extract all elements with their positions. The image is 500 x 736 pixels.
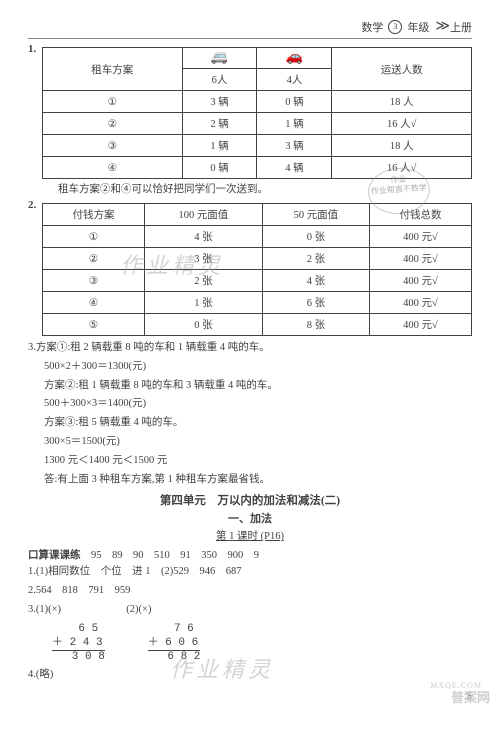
question-number-1: 1. — [28, 43, 42, 55]
table-row: ①3 辆0 辆18 人 — [43, 91, 472, 113]
table-row: 付钱方案 100 元面值 50 元面值 付钱总数 — [43, 204, 472, 226]
footer-url: MXQE.COM — [430, 681, 482, 690]
lesson-title: 第 1 课时 (P16) — [28, 528, 472, 543]
table-row: ③2 张4 张400 元√ — [43, 270, 472, 292]
rental-table: 租车方案 🚐 🚗 运送人数 6人 4人 ①3 辆0 辆18 人 ②2 辆1 辆1… — [42, 47, 472, 179]
grade-suffix: 年级 — [407, 19, 429, 35]
col-header: 付钱方案 — [43, 204, 145, 226]
table-row: ④1 张6 张400 元√ — [43, 292, 472, 314]
table-row: ②2 辆1 辆16 人√ — [43, 113, 472, 135]
col-header: 50 元面值 — [262, 204, 369, 226]
table1-note: 租车方案②和④可以恰好把同学们一次送到。 — [58, 181, 472, 196]
item-1: 1.(1)相同数位 个位 进 1 (2)529 946 687 — [28, 564, 472, 581]
item-3: 3.(1)(×) (2)(×) — [28, 602, 472, 619]
item-3b: (2)(×) — [126, 604, 151, 615]
van-icon: 🚐 — [211, 50, 228, 65]
q3-line: 3.方案①:租 2 辆载重 8 吨的车和 1 辆载重 4 吨的车。 — [28, 340, 472, 357]
table-row: ④0 辆4 辆16 人√ — [43, 157, 472, 179]
capacity-cell: 6人 — [182, 69, 257, 91]
table-row: ③1 辆3 辆18 人 — [43, 135, 472, 157]
col-header: 付钱总数 — [370, 204, 472, 226]
table-row: 租车方案 🚐 🚗 运送人数 — [43, 48, 472, 69]
unit-subtitle: 一、加法 — [28, 510, 472, 526]
q3-line: 方案②:租 1 辆载重 8 吨的车和 3 辆载重 4 吨的车。 — [44, 378, 472, 395]
book-volume: 上册 — [450, 19, 472, 35]
unit-title: 第四单元 万以内的加法和减法(二) — [28, 492, 472, 508]
grade-badge: 3 — [388, 20, 402, 34]
table-row: ①4 张0 张400 元√ — [43, 226, 472, 248]
col-header: 租车方案 — [43, 48, 183, 91]
col-header: 100 元面值 — [145, 204, 263, 226]
car-icon: 🚗 — [286, 50, 303, 65]
capacity-cell: 4人 — [257, 69, 332, 91]
item-2: 2.564 818 791 959 — [28, 583, 472, 600]
item-4: 4.(略) — [28, 667, 472, 684]
payment-table: 付钱方案 100 元面值 50 元面值 付钱总数 ①4 张0 张400 元√ ②… — [42, 203, 472, 336]
vertical-addition-2: 7 6 ＋ 6 0 6 6 8 2 — [148, 623, 201, 665]
q3-line: 方案③:租 5 辆载重 4 吨的车。 — [44, 415, 472, 432]
q3-line: 答:有上面 3 种租车方案,第 1 种租车方案最省钱。 — [44, 472, 472, 489]
q3-line: 500×2＋300＝1300(元) — [44, 359, 472, 376]
page-number: 5 — [28, 690, 472, 702]
oral-calc-label: 口算课课练 — [28, 550, 81, 561]
oral-calc-line: 口算课课练 95 89 90 510 91 350 900 9 — [28, 547, 472, 562]
header-arrows: ≫ — [435, 18, 446, 35]
table-row: ⑤0 张8 张400 元√ — [43, 314, 472, 336]
item-3a: 3.(1)(×) — [28, 604, 61, 615]
q3-line: 500＋300×3＝1400(元) — [44, 396, 472, 413]
table-row: ②3 张2 张400 元√ — [43, 248, 472, 270]
page-header: 数学 3 年级 ≫ 上册 — [28, 18, 472, 39]
col-header: 运送人数 — [332, 48, 472, 91]
question-number-2: 2. — [28, 199, 42, 211]
q3-line: 1300 元＜1400 元＜1500 元 — [44, 453, 472, 470]
vehicle-icon-cell: 🚗 — [257, 48, 332, 69]
oral-calc-values: 95 89 90 510 91 350 900 9 — [81, 550, 260, 561]
subject-label: 数学 — [361, 19, 383, 35]
vehicle-icon-cell: 🚐 — [182, 48, 257, 69]
q3-line: 300×5＝1500(元) — [44, 434, 472, 451]
vertical-addition-1: 6 5 ＋ 2 4 3 3 0 8 — [52, 623, 105, 665]
